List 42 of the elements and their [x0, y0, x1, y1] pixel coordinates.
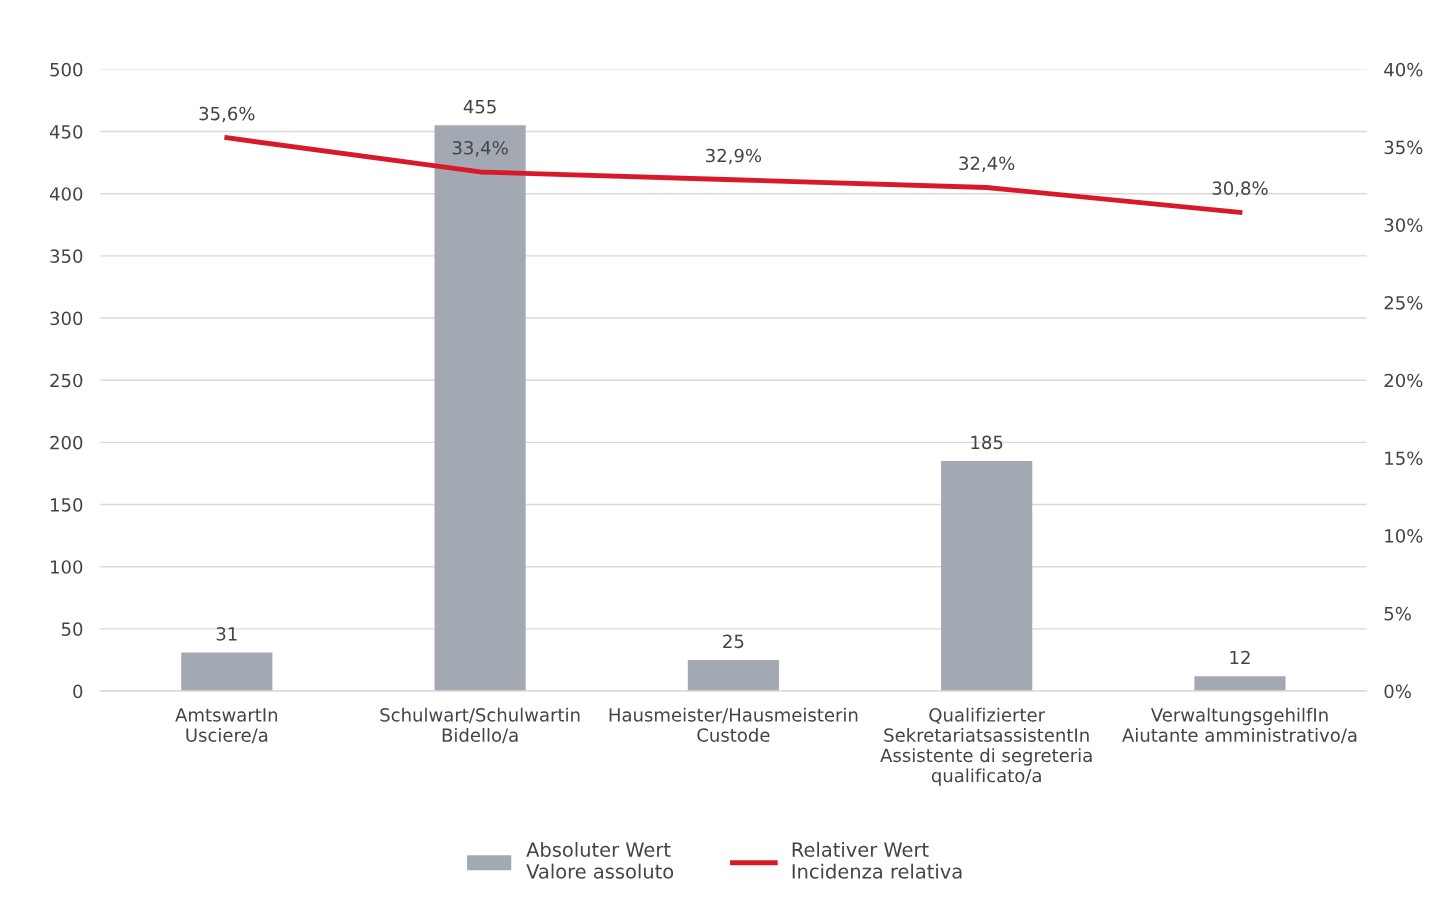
x-tick-label: AmtswartIn Usciere/a: [175, 708, 278, 744]
legend-label: Relativer Wert Incidenza relativa: [792, 841, 962, 879]
data-label: 30,8%: [1212, 181, 1268, 197]
y2-tick-label: 15%: [1385, 451, 1423, 466]
y2-tick-label: 40%: [1384, 62, 1423, 77]
y-tick-label: 0: [73, 684, 83, 699]
y-tick-label: 350: [50, 249, 83, 263]
y2-tick-label: 30%: [1384, 218, 1423, 232]
y2-tick-label: 0%: [1384, 684, 1411, 699]
x-tick-label: Schulwart/Schulwartin Bidello/a: [380, 707, 580, 744]
x-tick-label: Hausmeister/Hausmeisterin Custode: [609, 707, 858, 742]
bar: [434, 125, 526, 692]
bar: [941, 461, 1033, 692]
y2-tick-label: 35%: [1384, 140, 1423, 155]
y2-tick-label: 20%: [1384, 373, 1423, 388]
y-tick-label: 200: [50, 435, 83, 450]
y2-tick-label: 5%: [1384, 606, 1411, 621]
data-label: 31: [216, 627, 237, 641]
y-tick-label: 100: [51, 560, 83, 574]
y-tick-label: 450: [49, 125, 83, 139]
data-label: 32,4%: [959, 156, 1015, 172]
data-label: 25: [723, 634, 744, 649]
legend-label: Absoluter Wert Valore assoluto: [526, 841, 674, 879]
y2-tick-label: 25%: [1384, 295, 1423, 310]
data-label: 455: [463, 100, 496, 114]
x-tick-label: Qualifizierter SekretariatsassistentIn Assistente di segreteria qualificato/a: [880, 707, 1092, 786]
bar: [687, 659, 779, 692]
y-tick-label: 400: [49, 187, 83, 201]
data-label: 32,9%: [706, 148, 762, 165]
x-tick-label: VerwaltungsgehilfIn Aiutante amministrativo/a: [1122, 707, 1357, 744]
data-label: 185: [971, 435, 1003, 450]
y-tick-label: 300: [50, 311, 83, 326]
data-label: 33,4%: [452, 140, 508, 157]
y-tick-label: 500: [50, 62, 83, 77]
bar: [1194, 676, 1286, 692]
y2-tick-label: 10%: [1385, 529, 1423, 543]
data-label: 35,6%: [199, 106, 255, 123]
bar: [181, 652, 273, 692]
y-tick-label: 150: [51, 498, 83, 512]
y-tick-label: 50: [61, 622, 83, 637]
data-label: 12: [1230, 650, 1250, 665]
y-tick-label: 250: [50, 373, 83, 388]
